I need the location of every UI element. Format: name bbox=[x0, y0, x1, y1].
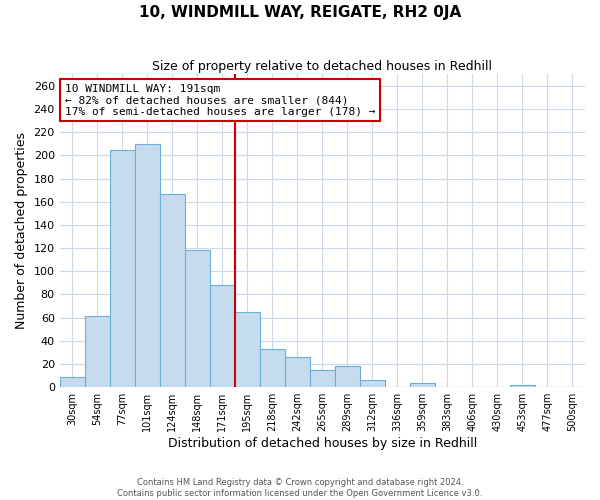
Bar bbox=[210, 285, 235, 387]
Bar bbox=[360, 380, 385, 387]
Bar bbox=[110, 150, 135, 387]
Bar bbox=[135, 144, 160, 387]
Bar bbox=[510, 385, 535, 387]
Bar bbox=[85, 316, 110, 387]
Text: Contains HM Land Registry data © Crown copyright and database right 2024.
Contai: Contains HM Land Registry data © Crown c… bbox=[118, 478, 482, 498]
X-axis label: Distribution of detached houses by size in Redhill: Distribution of detached houses by size … bbox=[168, 437, 477, 450]
Title: Size of property relative to detached houses in Redhill: Size of property relative to detached ho… bbox=[152, 60, 493, 73]
Bar bbox=[310, 370, 335, 387]
Bar bbox=[335, 366, 360, 387]
Bar bbox=[185, 250, 210, 387]
Y-axis label: Number of detached properties: Number of detached properties bbox=[15, 132, 28, 329]
Bar bbox=[59, 377, 85, 387]
Bar bbox=[285, 357, 310, 387]
Text: 10, WINDMILL WAY, REIGATE, RH2 0JA: 10, WINDMILL WAY, REIGATE, RH2 0JA bbox=[139, 5, 461, 20]
Bar bbox=[410, 382, 435, 387]
Text: 10 WINDMILL WAY: 191sqm
← 82% of detached houses are smaller (844)
17% of semi-d: 10 WINDMILL WAY: 191sqm ← 82% of detache… bbox=[65, 84, 376, 117]
Bar bbox=[260, 349, 285, 387]
Bar bbox=[235, 312, 260, 387]
Bar bbox=[160, 194, 185, 387]
